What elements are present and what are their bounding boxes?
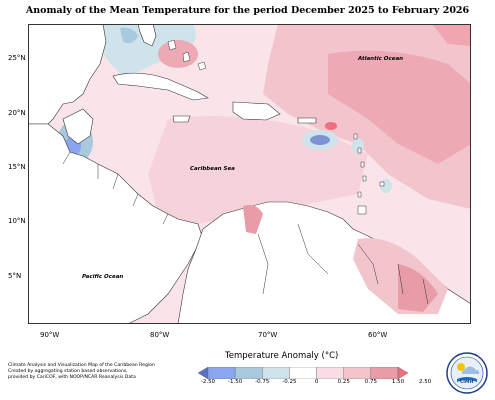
cimh-logo-icon [446, 352, 488, 394]
lon-label-60: 60°W [368, 331, 388, 339]
caribbean-sea-label: Caribbean Sea [190, 166, 235, 172]
footer-line-3: provided by CariCOF, with NOOP/NCAR Rean… [8, 375, 136, 380]
colorbar-segment [207, 367, 236, 379]
footer-note: Climate Analysis and Visualization Map o… [8, 363, 178, 381]
bahamas-islands [167, 39, 207, 71]
lon-label-90: 90°W [40, 331, 60, 339]
colorbar-tick-label: -1.50 [228, 379, 243, 385]
colorbar-segment [343, 367, 372, 379]
puerto-rico-cool-core [310, 135, 330, 145]
colorbar-segment [316, 367, 344, 379]
colorbar-tick-label: -2.50 [200, 379, 216, 385]
colorbar-tick-label: 0.25 [337, 379, 350, 385]
map-frame [28, 24, 471, 324]
trinidad-land [357, 205, 367, 215]
hispaniola-land [232, 101, 281, 121]
lon-label-70: 70°W [258, 331, 278, 339]
atlantic-strong-warm-anomaly [328, 50, 471, 164]
lon-label-80: 80°W [150, 331, 170, 339]
colorbar-tick-label: 2.50 [419, 379, 432, 385]
yucatan-land [62, 108, 94, 145]
ne-warm-anomaly [432, 24, 471, 46]
anomaly-map: Atlantic Ocean Caribbean Sea Pacific Oce… [28, 24, 471, 324]
colorbar-tick-label: 0.75 [364, 379, 377, 385]
colorbar [198, 367, 408, 379]
colorbar-tick-label: 1.50 [391, 379, 405, 385]
lat-label-15: 15°N [8, 163, 26, 171]
virgin-islands-warm-spot [325, 122, 337, 130]
colorbar-segment [370, 367, 399, 379]
colorbar-title: Temperature Anomaly (°C) [225, 351, 339, 361]
colorbar-segment [234, 367, 263, 379]
lat-label-25: 25°N [8, 54, 26, 62]
colorbar-extend-high [397, 367, 408, 379]
atlantic-ocean-label: Atlantic Ocean [357, 56, 403, 62]
lat-label-10: 10°N [8, 217, 26, 225]
lat-label-5: 5°N [8, 272, 22, 280]
central-america-land [28, 123, 204, 324]
colorbar-tick-label: -0.75 [255, 379, 270, 385]
cuba-land [112, 72, 209, 101]
guianas-strong-warm-anomaly [398, 264, 438, 312]
footer-line-2: Created by aggregating station based obs… [8, 369, 128, 374]
puerto-rico-land [297, 117, 317, 124]
lat-label-20: 20°N [8, 109, 26, 117]
florida-land [137, 24, 157, 47]
bahamas-warm-spot [158, 40, 198, 68]
map-title: Anomaly of the Mean Temperature for the … [25, 5, 470, 16]
central-america-borders [62, 151, 169, 225]
colorbar-tick-label: -0.25 [282, 379, 297, 385]
pacific-ocean-label: Pacific Ocean [82, 274, 123, 280]
jamaica-land [172, 115, 191, 123]
venezuela-warm-spot [243, 205, 263, 234]
colorbar-tick-label: 0 [314, 379, 319, 385]
gulf-cool-core [120, 27, 138, 44]
colorbar-segment [262, 367, 290, 379]
south-america-borders [257, 223, 429, 305]
colorbar-extend-low [198, 367, 209, 379]
footer-line-1: Climate Analysis and Visualization Map o… [8, 363, 155, 368]
cimh-logo-text: CIMH [460, 380, 474, 385]
colorbar-segment [289, 367, 317, 379]
lesser-antilles-islands [353, 133, 385, 198]
